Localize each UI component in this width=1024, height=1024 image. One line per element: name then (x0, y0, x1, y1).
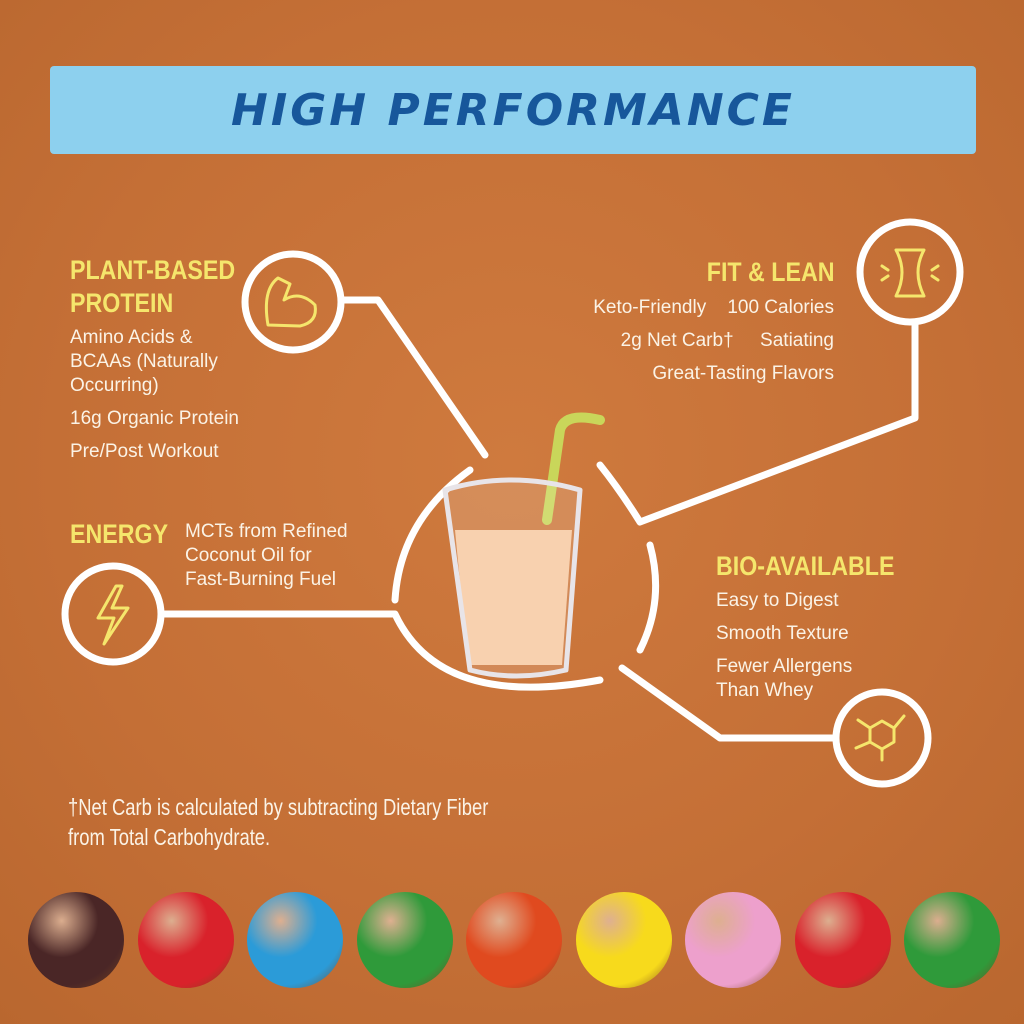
protein-item: BCAAs (Naturally (70, 351, 218, 372)
flexed-arm-icon (264, 276, 317, 328)
fit-list: Keto-Friendly 100 Calories 2g Net Carb† … (593, 296, 834, 395)
smoothie-glass-icon (442, 412, 605, 679)
candy (247, 892, 343, 988)
candy (685, 892, 781, 988)
candy (794, 892, 891, 988)
bio-connector (618, 664, 840, 742)
fit-connector (596, 318, 919, 526)
candy (356, 892, 453, 988)
bio-item: Fewer Allergens (716, 656, 853, 677)
fit-item: Great-Tasting Flavors (652, 363, 834, 384)
bio-item: Smooth Texture (716, 623, 849, 644)
fit-item: Satiating (760, 330, 834, 351)
protein-heading: PLANT-BASED PROTEIN (70, 254, 235, 320)
lightning-bolt-icon (96, 584, 130, 646)
title-banner: HIGH PERFORMANCE (50, 66, 976, 154)
energy-item: Coconut Oil for (185, 545, 312, 566)
energy-item: MCTs from Refined (185, 521, 348, 542)
waist-icon (880, 248, 940, 298)
candy (904, 892, 1000, 988)
bio-list: Easy to Digest Smooth Texture Fewer Alle… (716, 589, 852, 712)
center-ring-right (636, 541, 660, 654)
energy-list: MCTs from Refined Coconut Oil for Fast-B… (185, 520, 348, 592)
footnote-line: †Net Carb is calculated by subtracting D… (68, 794, 489, 820)
molecule-icon (854, 714, 906, 762)
protein-heading-line2: PROTEIN (70, 288, 174, 318)
protein-item: Occurring) (70, 375, 159, 396)
fit-item: 2g Net Carb† (620, 330, 734, 351)
banner-title: HIGH PERFORMANCE (231, 84, 795, 136)
candy (466, 892, 562, 988)
bio-item: Easy to Digest (716, 590, 839, 611)
fit-heading: FIT & LEAN (706, 257, 834, 287)
protein-item: Amino Acids & (70, 327, 193, 348)
footnote: †Net Carb is calculated by subtracting D… (68, 792, 488, 852)
protein-list: Amino Acids & BCAAs (Naturally Occurring… (70, 326, 239, 473)
protein-icon-ring (241, 250, 345, 354)
fit-item: 100 Calories (727, 297, 834, 318)
energy-connector (157, 610, 604, 691)
energy-heading: ENERGY (70, 519, 169, 549)
protein-item: 16g Organic Protein (70, 408, 239, 429)
candy (137, 892, 234, 988)
protein-heading-line1: PLANT-BASED (70, 255, 236, 285)
footnote-line: from Total Carbohydrate. (68, 824, 271, 850)
bio-heading: BIO-AVAILABLE (716, 551, 895, 581)
center-ring-left (391, 466, 474, 604)
fit-item: Keto-Friendly (593, 297, 707, 318)
candy (28, 892, 124, 988)
energy-item: Fast-Burning Fuel (185, 569, 337, 590)
protein-item: Pre/Post Workout (70, 441, 219, 462)
fit-icon-ring (856, 218, 964, 326)
candy (575, 892, 672, 988)
bio-item: Than Whey (716, 680, 814, 701)
protein-connector (337, 296, 489, 459)
energy-icon-ring (61, 562, 165, 666)
